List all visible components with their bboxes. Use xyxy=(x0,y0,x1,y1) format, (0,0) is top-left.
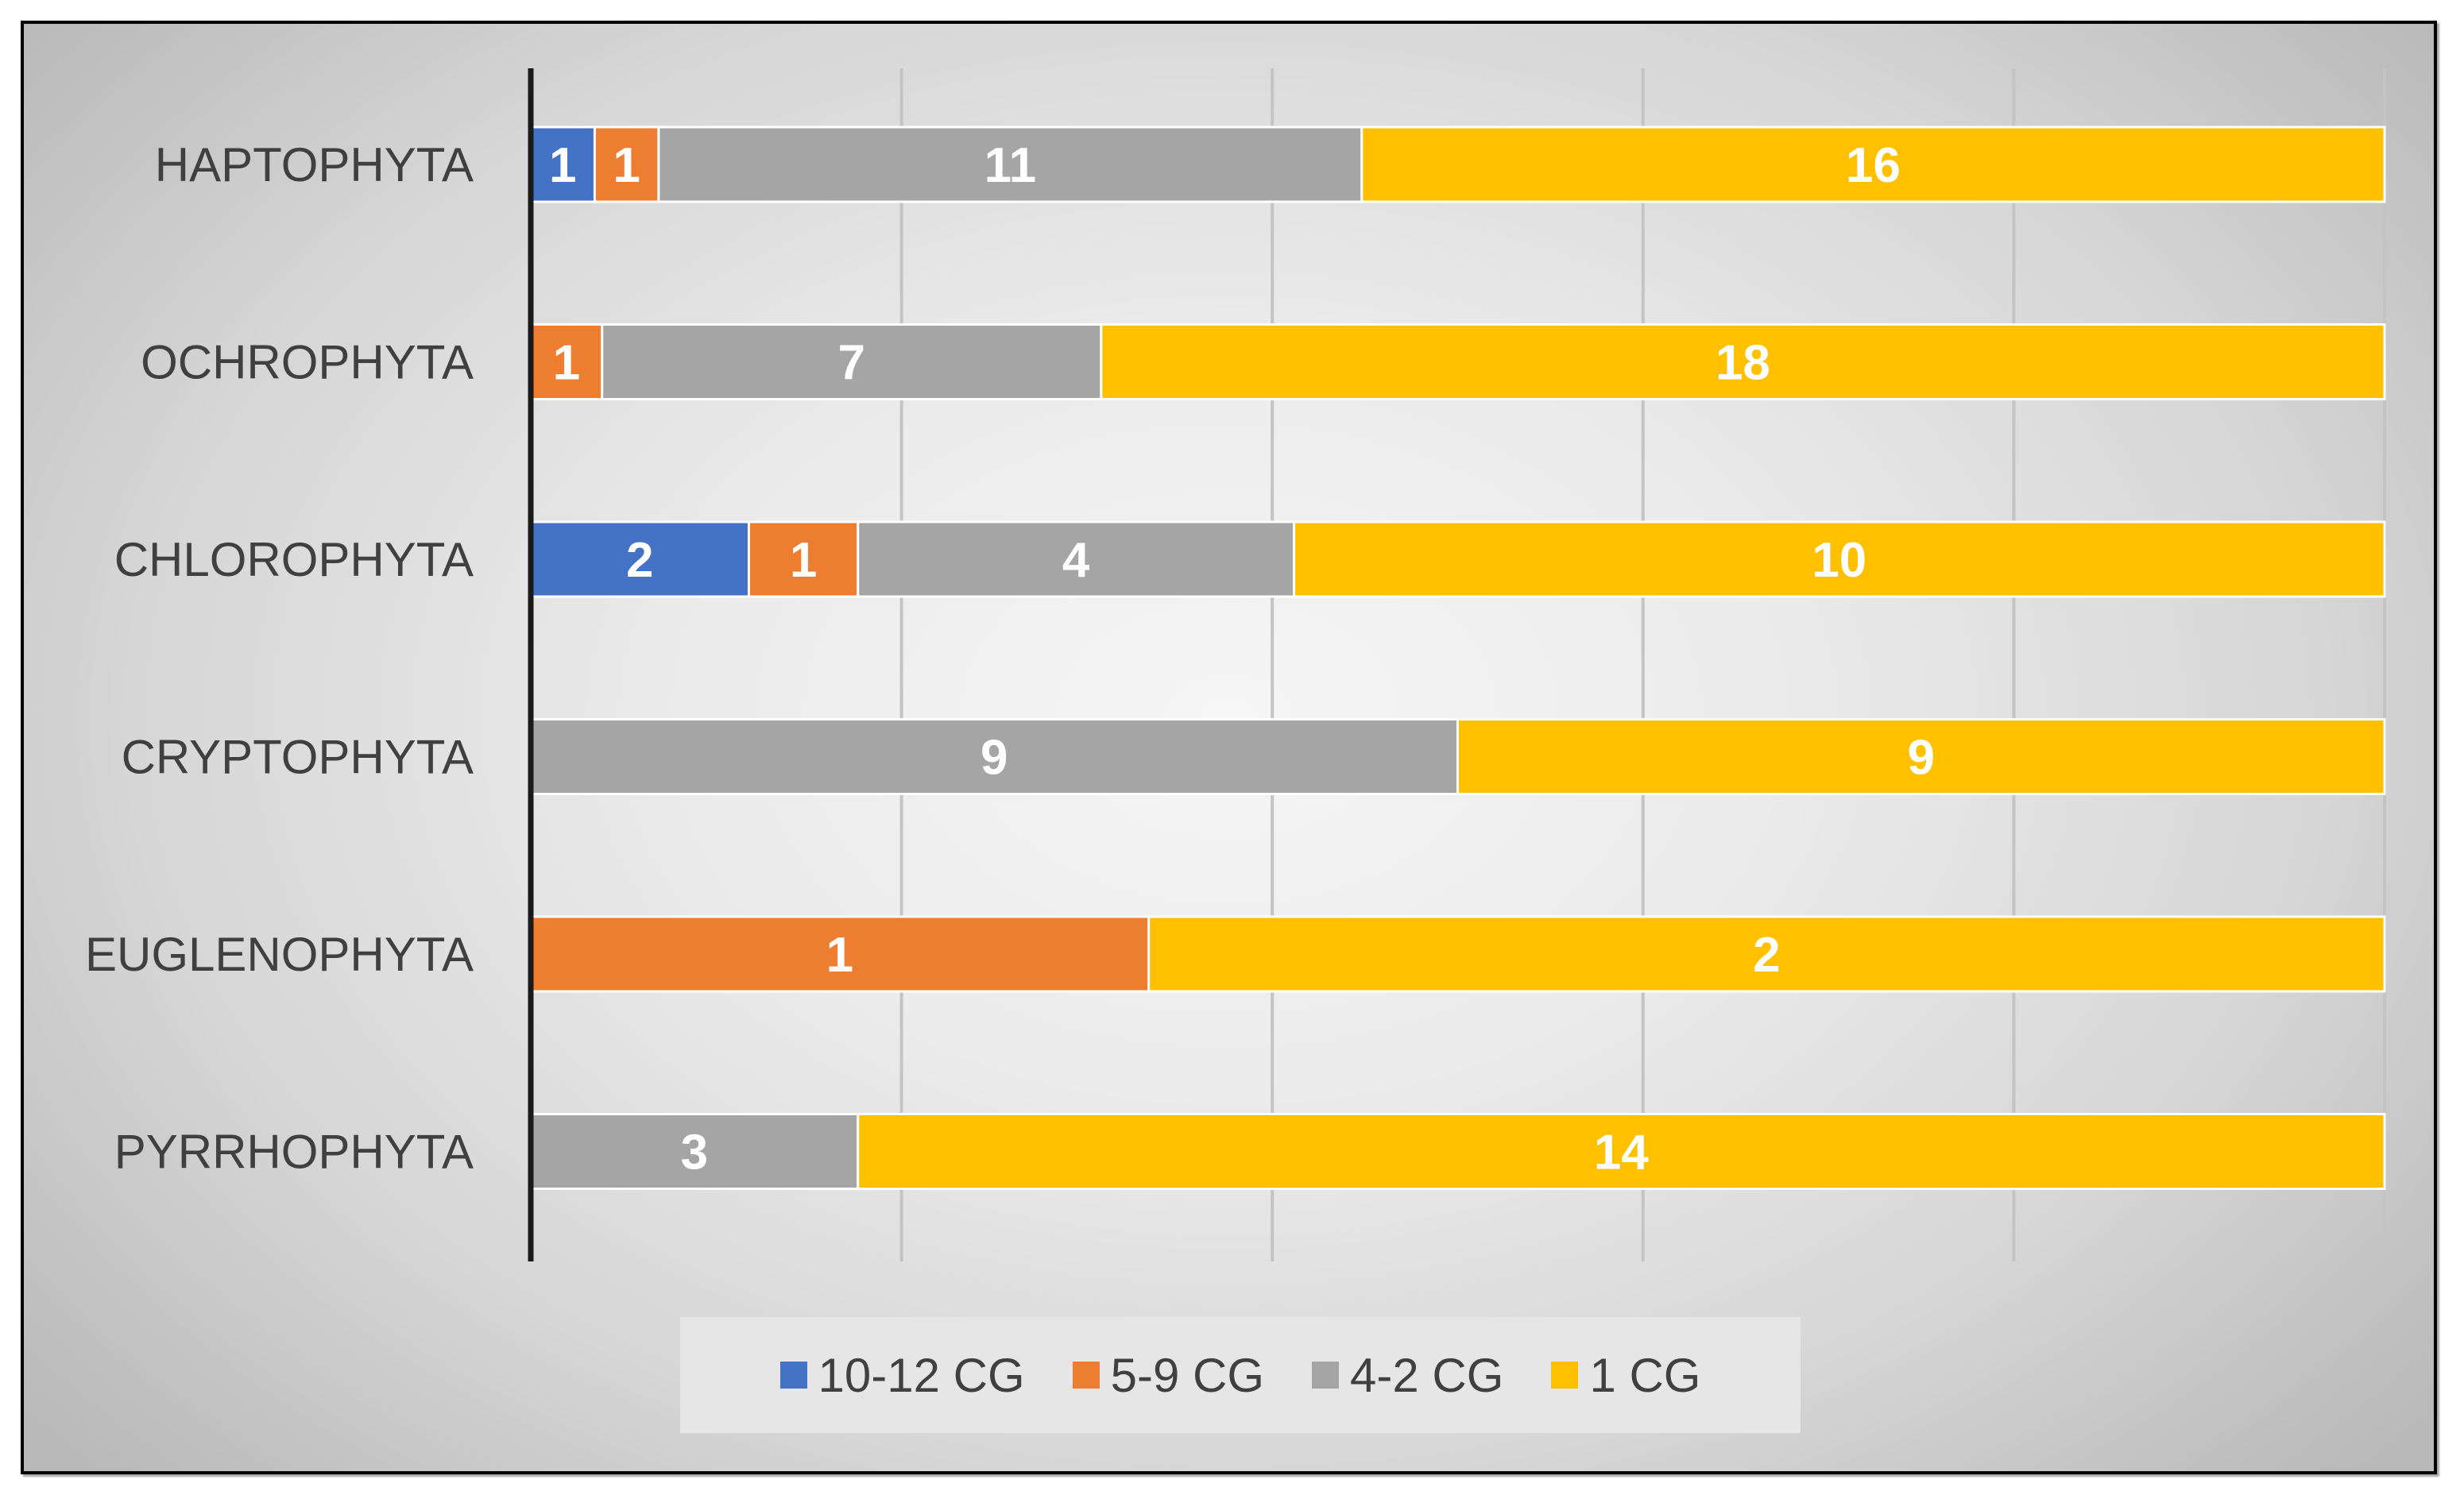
bar-segment xyxy=(1456,718,2386,795)
data-label: 1 xyxy=(790,533,817,588)
legend: 10-12 CG 5-9 CG 4-2 CG 1 CG xyxy=(680,1317,1801,1433)
legend-item: 1 CG xyxy=(1551,1348,1700,1403)
data-label: 11 xyxy=(984,138,1037,193)
category-label: CHLOROPHYTA xyxy=(114,533,474,586)
bars xyxy=(529,126,2386,1190)
legend-item: 10-12 CG xyxy=(779,1348,1025,1403)
bar-segment xyxy=(1293,520,2386,598)
category-label: PYRRHOPHYTA xyxy=(114,1126,474,1179)
data-label: 1 xyxy=(553,336,580,391)
data-label: 1 xyxy=(549,138,576,193)
bar-labels: 1 1 11 161 7 182 1 4 109 91 23 14 xyxy=(549,138,1935,1180)
category-label: EUGLENOPHYTA xyxy=(85,928,474,981)
legend-label: 10-12 CG xyxy=(818,1348,1025,1402)
bar-segment xyxy=(529,1113,860,1190)
bar-segment xyxy=(747,520,860,598)
category-labels: HAPTOPHYTA OCHROPHYTA CHLOROPHYTA CRYPTOPHY… xyxy=(85,138,474,1179)
data-label: 9 xyxy=(981,731,1008,786)
bar-segment xyxy=(601,323,1103,400)
data-label: 10 xyxy=(1812,533,1866,588)
legend-label: 1 CG xyxy=(1589,1348,1701,1402)
legend-label: 4-2 CG xyxy=(1350,1348,1504,1402)
data-label: 14 xyxy=(1594,1126,1649,1180)
category-label: CRYPTOPHYTA xyxy=(122,731,474,784)
stacked-bar-chart: 1 1 11 161 7 182 1 4 109 91 23 14 HAPTOPHYTAOCHROPH… xyxy=(85,68,2386,1261)
data-label: 1 xyxy=(826,928,853,983)
data-label: 4 xyxy=(1062,533,1090,588)
bar-segment xyxy=(529,323,604,400)
legend-item: 4-2 CG xyxy=(1312,1348,1503,1403)
data-label: 7 xyxy=(838,336,865,391)
legend-swatch xyxy=(1312,1362,1340,1389)
legend-swatch xyxy=(779,1362,807,1389)
legend-swatch xyxy=(1551,1362,1579,1389)
legend-item: 5-9 CG xyxy=(1072,1348,1265,1403)
legend-swatch xyxy=(1072,1362,1100,1389)
category-label: HAPTOPHYTA xyxy=(155,138,474,191)
data-label: 1 xyxy=(613,138,640,193)
data-label: 16 xyxy=(1846,138,1901,193)
data-label: 3 xyxy=(681,1126,708,1180)
chart-frame: 1 1 11 16 1 7 18 2 1 4 10 9 9 1 2 3 14 HAPTOPHYTA OCHROPH… xyxy=(21,21,2437,1474)
bar-segment xyxy=(1147,915,2386,993)
gridlines xyxy=(899,68,2386,1261)
data-label: 2 xyxy=(626,533,653,588)
legend-label: 5-9 CG xyxy=(1110,1348,1265,1402)
category-label: OCHROPHYTA xyxy=(141,336,474,389)
bar-segment xyxy=(657,126,1364,203)
bar-segment xyxy=(1100,323,2386,400)
bar-segment xyxy=(1360,126,2386,203)
bar-segment xyxy=(857,1113,2386,1190)
data-label: 9 xyxy=(1908,731,1935,786)
data-label: 18 xyxy=(1716,336,1770,391)
data-label: 2 xyxy=(1753,928,1780,983)
